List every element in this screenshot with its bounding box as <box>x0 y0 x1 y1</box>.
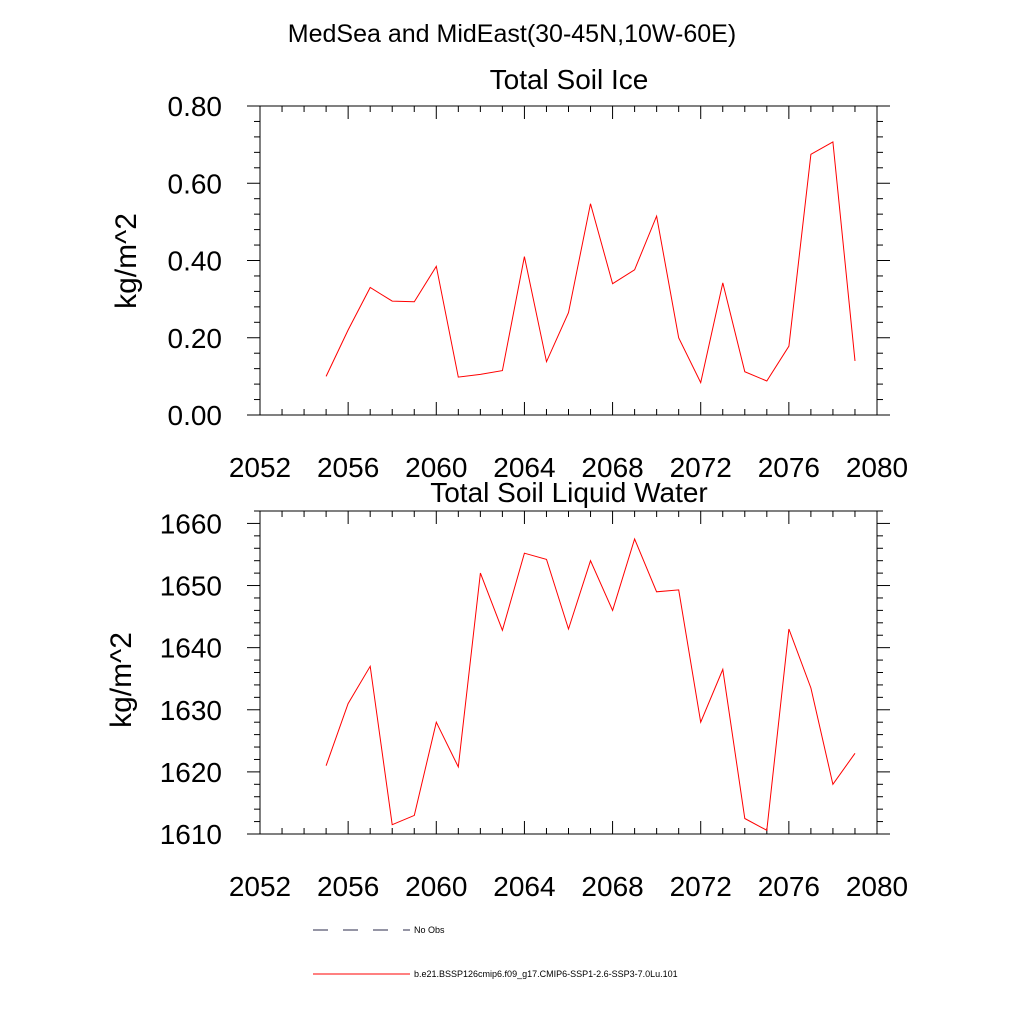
legend-item-no-obs: No Obs <box>313 925 445 935</box>
y-tick-label: 1610 <box>160 819 222 850</box>
legend-label: b.e21.BSSP126cmip6.f09_g17.CMIP6-SSP1-2.… <box>414 969 678 979</box>
panel-total-soil-ice: Total Soil Ice kg/m^2 0.000.200.400.600.… <box>110 64 908 483</box>
y-tick-label: 0.80 <box>168 91 223 122</box>
y-tick-labels: 0.00 0.20 0.40 0.60 0.80 <box>168 91 223 431</box>
x-tick-label: 2072 <box>670 452 732 483</box>
y-tick-label: 1620 <box>160 757 222 788</box>
x-tick-label: 2052 <box>229 452 291 483</box>
x-tick-label: 2052 <box>229 871 291 902</box>
x-tick-label: 2064 <box>493 452 555 483</box>
x-tick-labels: 2052 2056 2060 2064 2068 2072 2076 2080 <box>229 452 908 483</box>
legend: No Obs b.e21.BSSP126cmip6.f09_g17.CMIP6-… <box>313 925 678 979</box>
y-axis-label: kg/m^2 <box>110 213 143 309</box>
x-tick-label: 2056 <box>317 871 379 902</box>
y-tick-label: 1640 <box>160 633 222 664</box>
x-tick-label: 2080 <box>846 871 908 902</box>
panel-title: Total Soil Ice <box>490 64 649 95</box>
figure-title: MedSea and MidEast(30-45N,10W-60E) <box>288 20 736 48</box>
x-tick-label: 2076 <box>758 452 820 483</box>
panel-total-soil-liquid-water: Total Soil Liquid Water kg/m^2 161016201… <box>105 477 908 902</box>
y-tick-label: 1650 <box>160 571 222 602</box>
series-lines <box>325 141 856 385</box>
y-tick-label: 1660 <box>160 508 222 539</box>
series-line <box>325 537 856 832</box>
x-tick-label: 2068 <box>581 871 643 902</box>
y-tick-labels: 1610 1620 1630 1640 1650 1660 <box>160 508 222 850</box>
y-axis-label: kg/m^2 <box>105 632 138 728</box>
legend-label: No Obs <box>414 925 445 935</box>
x-tick-labels: 2052 2056 2060 2064 2068 2072 2076 2080 <box>229 871 908 902</box>
x-tick-label: 2060 <box>405 452 467 483</box>
panel-title: Total Soil Liquid Water <box>430 477 708 508</box>
y-tick-label: 1630 <box>160 695 222 726</box>
tick-marks <box>247 510 890 835</box>
plot-frame <box>259 510 878 835</box>
series-line <box>325 141 856 385</box>
x-tick-label: 2068 <box>581 452 643 483</box>
x-tick-label: 2064 <box>493 871 555 902</box>
series-lines <box>325 537 856 832</box>
y-tick-label: 0.00 <box>168 400 223 431</box>
x-tick-label: 2076 <box>758 871 820 902</box>
x-tick-label: 2072 <box>670 871 732 902</box>
y-tick-label: 0.20 <box>168 323 223 354</box>
x-tick-label: 2056 <box>317 452 379 483</box>
x-tick-label: 2080 <box>846 452 908 483</box>
plot-frame <box>259 105 878 416</box>
y-tick-label: 0.60 <box>168 168 223 199</box>
x-tick-label: 2060 <box>405 871 467 902</box>
legend-item-model-run: b.e21.BSSP126cmip6.f09_g17.CMIP6-SSP1-2.… <box>313 969 678 979</box>
y-tick-label: 0.40 <box>168 246 223 277</box>
tick-marks <box>247 105 890 416</box>
